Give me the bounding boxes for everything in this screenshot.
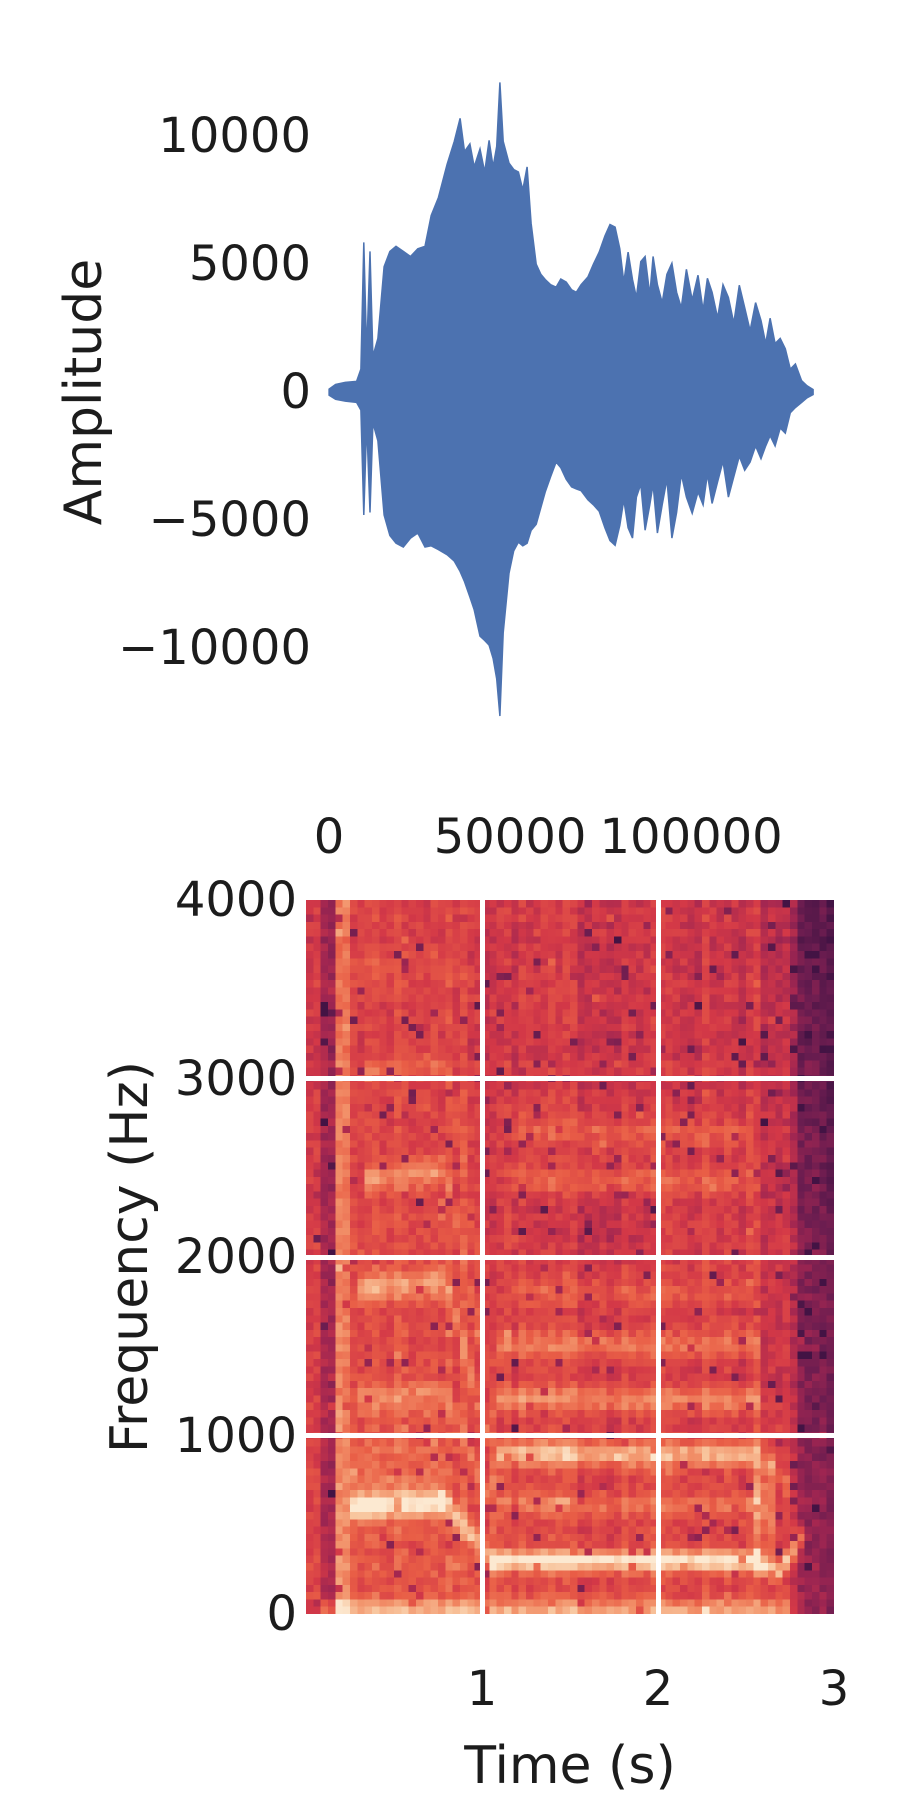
spectrogram-ylabel: Frequency (Hz)	[100, 1060, 160, 1454]
waveform-ytick-label: 5000	[188, 236, 311, 293]
waveform-series	[328, 82, 814, 717]
spectrogram-xlabel: Time (s)	[464, 1736, 676, 1796]
spectrogram-xtick-label: 3	[818, 1661, 850, 1717]
spectrogram-ytick-label: 0	[266, 1586, 297, 1642]
spectrogram-gridline-horizontal	[306, 1254, 834, 1260]
waveform-ytick-label: −10000	[118, 620, 311, 677]
waveform-xtick-label: 50000	[433, 809, 587, 865]
waveform-xtick-label: 0	[313, 809, 345, 865]
spectrogram-xtick-label: 1	[466, 1661, 498, 1717]
waveform-ytick-label: −5000	[148, 492, 311, 549]
spectrogram-ytick-label: 1000	[174, 1407, 297, 1464]
waveform-xtick-label: 100000	[599, 809, 783, 865]
spectrogram-gridline-horizontal	[306, 1433, 834, 1438]
spectrogram-ytick-label: 4000	[174, 872, 297, 928]
spectrogram-ytick-label: 3000	[174, 1050, 297, 1107]
waveform-path	[328, 82, 814, 717]
spectrogram-xtick-label: 2	[642, 1661, 674, 1717]
spectrogram-ytick-label: 2000	[174, 1229, 297, 1285]
waveform-axes	[320, 75, 845, 780]
waveform-ylabel: Amplitude	[54, 258, 114, 525]
waveform-ytick-label: 10000	[158, 108, 311, 165]
waveform-ytick-label: 0	[280, 364, 311, 421]
spectrogram-gridline-horizontal	[306, 1076, 834, 1081]
